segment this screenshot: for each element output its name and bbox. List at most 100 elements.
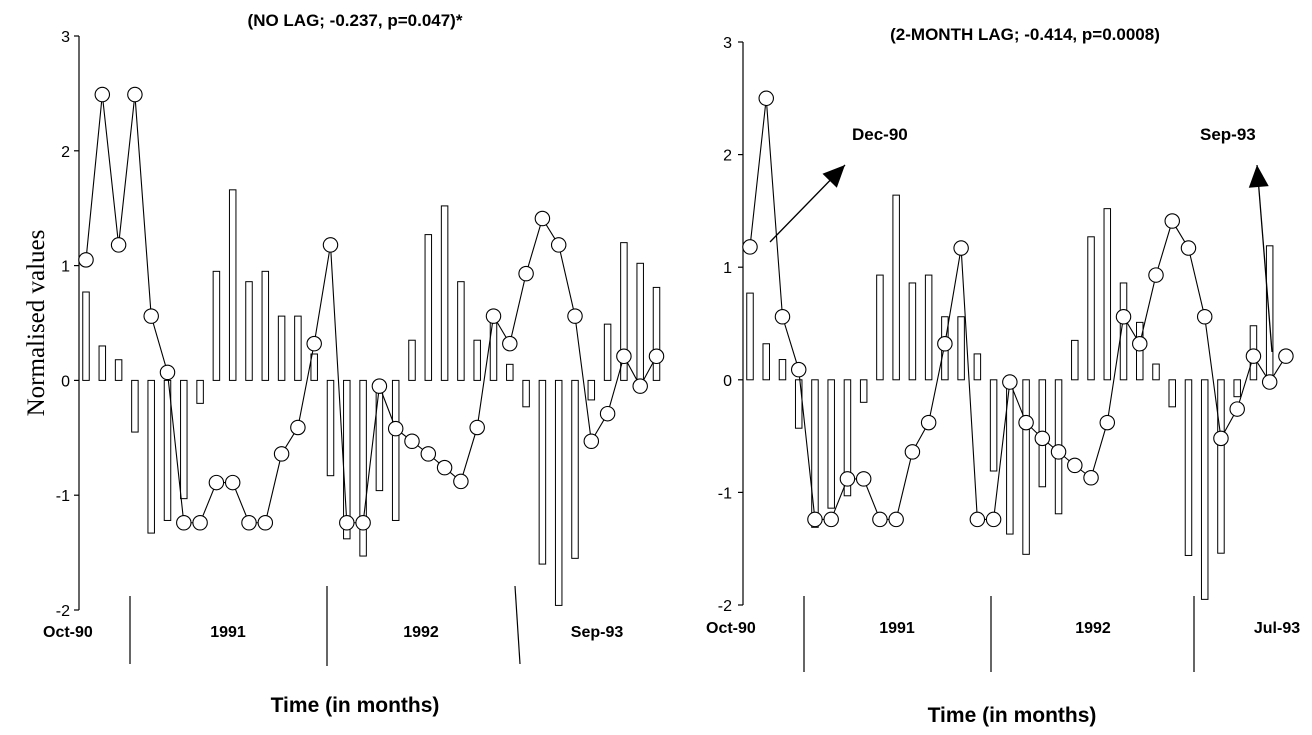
y-tick-label: 3 <box>61 29 70 46</box>
line-point <box>1261 374 1278 390</box>
line-point <box>241 515 257 531</box>
line-point <box>404 433 420 449</box>
line-point <box>790 361 807 378</box>
line-point <box>322 237 339 253</box>
bar <box>636 262 644 381</box>
line-point <box>985 511 1002 528</box>
line-point <box>839 471 856 487</box>
bar <box>408 339 416 381</box>
line-point <box>1002 374 1018 390</box>
period-label: 1991 <box>210 624 246 641</box>
line-point <box>1132 336 1148 352</box>
y-axis-label: Normalised values <box>23 230 50 417</box>
bar <box>1022 379 1030 555</box>
line-point <box>420 446 437 462</box>
line-point <box>823 511 839 528</box>
bar <box>1168 379 1176 408</box>
annotation-sep-93: Sep-93 <box>1200 125 1256 144</box>
y-tick-label: -1 <box>56 488 70 505</box>
line-point <box>257 515 274 531</box>
bar <box>228 189 237 381</box>
bar <box>554 379 563 606</box>
bar <box>603 323 612 381</box>
line-point <box>339 515 355 531</box>
line-point <box>502 335 518 352</box>
bar <box>778 359 787 381</box>
line-point <box>583 433 600 449</box>
series-line <box>85 94 657 524</box>
line-point <box>904 444 921 460</box>
line-point <box>888 511 904 528</box>
period-label: Oct-90 <box>706 620 756 637</box>
line-point <box>1148 267 1164 283</box>
period-label: Jul-93 <box>1254 620 1300 637</box>
bar <box>957 316 965 381</box>
line-point <box>290 419 306 436</box>
series-line <box>749 98 1287 520</box>
bar <box>82 291 90 381</box>
bar <box>876 274 884 381</box>
line-point <box>1229 401 1245 417</box>
bar <box>163 379 172 521</box>
bar <box>424 234 433 381</box>
x-axis-label: Time (in months) <box>928 704 1097 727</box>
line-point <box>192 515 208 531</box>
bar <box>114 359 123 381</box>
line-point <box>534 210 551 227</box>
line-point <box>110 237 127 253</box>
bar <box>587 379 596 401</box>
line-point <box>94 86 111 103</box>
line-point <box>742 239 758 255</box>
line-point <box>1099 414 1116 431</box>
y-tick-label: -1 <box>718 485 732 502</box>
period-label: 1992 <box>1075 620 1111 637</box>
annotation-arrowhead <box>822 165 845 188</box>
line-point <box>485 308 502 324</box>
line-point <box>1083 470 1099 486</box>
line-point <box>159 364 176 381</box>
line-point <box>436 459 453 476</box>
bar <box>180 379 188 500</box>
bar <box>538 379 547 565</box>
bar <box>989 379 998 472</box>
y-tick-label: 3 <box>723 35 732 52</box>
bar <box>892 194 900 381</box>
line-point <box>1034 430 1051 447</box>
line-point <box>1067 457 1083 474</box>
line-point <box>1018 414 1034 431</box>
line-point <box>774 308 791 325</box>
bar <box>746 292 754 381</box>
line-point <box>807 511 823 528</box>
bar <box>277 315 286 381</box>
line-point <box>599 405 616 422</box>
line-point <box>1213 430 1229 447</box>
bar <box>1184 379 1193 556</box>
bar <box>762 343 770 381</box>
period-label: Oct-90 <box>43 624 93 641</box>
line-point <box>758 90 774 107</box>
bar <box>522 379 530 408</box>
bar <box>1233 379 1241 398</box>
bar <box>811 379 819 528</box>
line-point <box>920 414 937 431</box>
line-point <box>872 511 888 528</box>
bar <box>473 339 481 381</box>
line-point <box>616 348 632 365</box>
y-tick-label: 0 <box>61 373 70 390</box>
bar <box>326 379 335 477</box>
chart-title: (2-MONTH LAG; -0.414, p=0.0008) <box>890 25 1160 44</box>
period-label: 1992 <box>403 624 439 641</box>
bar <box>827 379 835 509</box>
bar <box>1071 339 1079 381</box>
bar <box>506 363 514 381</box>
bar <box>908 282 917 381</box>
bar <box>1103 208 1112 381</box>
bar <box>457 281 465 381</box>
line-point <box>1050 444 1067 460</box>
chart-panel-no-lag: (NO LAG; -0.237, p=0.047)* Normalised va… <box>23 11 665 717</box>
bar <box>294 315 302 381</box>
line-point <box>78 252 94 268</box>
bar <box>375 379 384 492</box>
bar <box>310 353 318 381</box>
